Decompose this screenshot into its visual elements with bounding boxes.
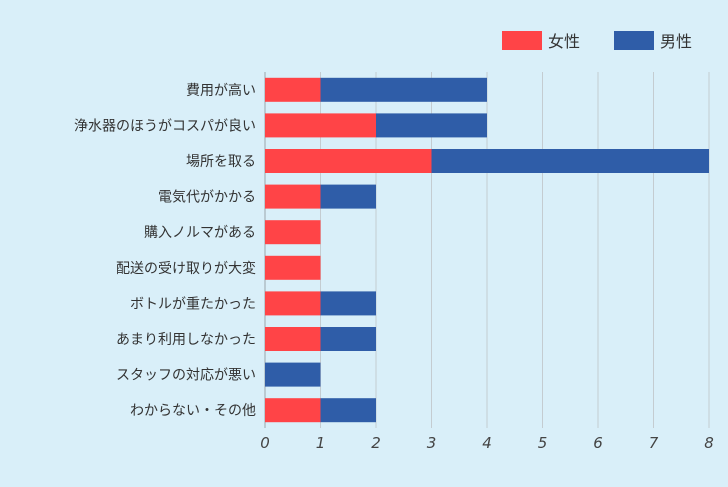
category-label-3: 電気代がかかる	[158, 190, 256, 206]
bar-female-7	[265, 327, 321, 351]
legend-swatch-female	[502, 31, 542, 50]
x-tick-label-6: 6	[593, 434, 603, 452]
x-tick-label-2: 2	[371, 434, 381, 452]
category-label-4: 購入ノルマがある	[144, 225, 256, 241]
legend-swatch-male	[614, 31, 654, 50]
bar-female-6	[265, 291, 321, 316]
bar-male-6	[320, 291, 376, 316]
bar-female-4	[265, 220, 321, 245]
bar-male-1	[376, 113, 487, 138]
bar-female-3	[265, 184, 321, 209]
legend-label-male: 男性	[660, 32, 692, 51]
bar-male-2	[431, 149, 709, 173]
legend-label-female: 女性	[548, 32, 580, 51]
category-label-9: わからない・その他	[130, 403, 256, 419]
category-label-0: 費用が高い	[186, 82, 256, 99]
x-tick-label-4: 4	[482, 434, 492, 452]
category-label-5: 配送の受け取りが大変	[116, 260, 256, 277]
x-tick-label-1: 1	[316, 434, 326, 452]
bar-female-5	[265, 255, 321, 280]
bar-male-0	[320, 77, 487, 102]
bar-female-9	[265, 398, 321, 423]
bar-female-2	[265, 149, 432, 173]
bar-male-9	[320, 398, 376, 423]
x-tick-label-3: 3	[427, 434, 437, 452]
category-label-7: あまり利用しなかった	[116, 332, 256, 348]
bar-male-3	[320, 184, 376, 209]
x-tick-label-5: 5	[538, 434, 548, 452]
bar-female-1	[265, 113, 376, 138]
bar-male-7	[320, 327, 376, 351]
x-tick-label-0: 0	[260, 434, 270, 452]
category-label-8: スタッフの対応が悪い	[116, 368, 256, 384]
bar-male-8	[265, 362, 321, 387]
x-tick-label-8: 8	[704, 434, 714, 452]
category-label-6: ボトルが重たかった	[130, 296, 256, 312]
category-label-2: 場所を取る	[186, 154, 256, 170]
bar-female-0	[265, 77, 321, 102]
category-label-1: 浄水器のほうがコスパが良い	[74, 118, 256, 134]
x-tick-label-7: 7	[649, 434, 659, 452]
